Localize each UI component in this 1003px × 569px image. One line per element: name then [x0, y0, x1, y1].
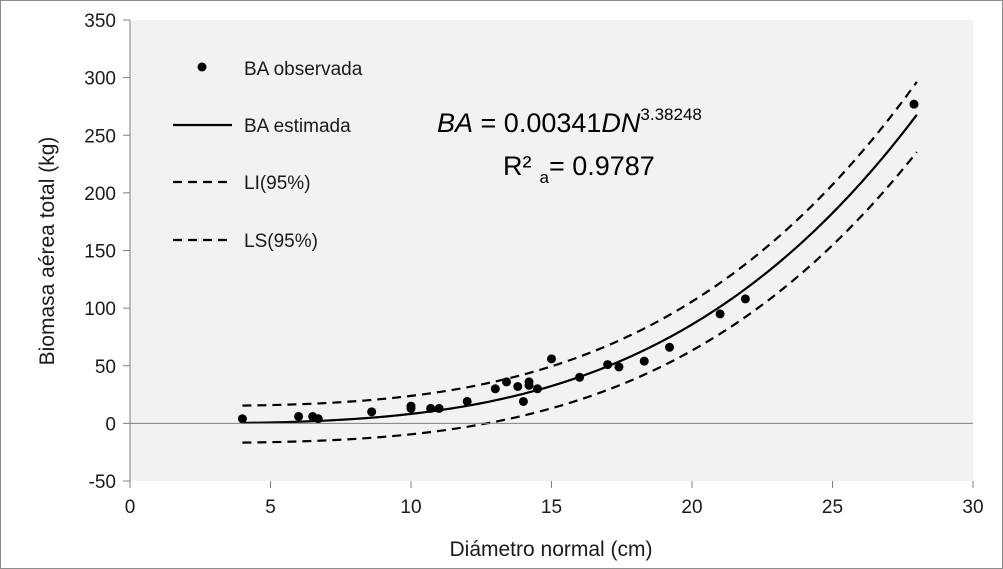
y-tick-label: 50 [95, 357, 116, 378]
r2-text: R² a= 0.9787 [503, 151, 655, 187]
data-point [237, 414, 247, 424]
plot-area [130, 20, 973, 481]
legend-label-ls: LS(95%) [244, 231, 318, 252]
r2-subscript: a [540, 168, 550, 187]
x-tick-label: 20 [681, 497, 702, 518]
data-point [639, 356, 649, 366]
data-point [614, 362, 624, 372]
data-point [462, 396, 472, 406]
y-axis-title: Biomasa aérea total (kg) [36, 137, 59, 366]
data-point [524, 380, 534, 390]
data-point [406, 403, 416, 413]
data-point [490, 384, 500, 394]
data-point [715, 309, 725, 319]
x-axis-title: Diámetro normal (cm) [449, 538, 652, 561]
data-point [434, 403, 444, 413]
axes [123, 19, 974, 488]
series-line-2 [242, 151, 918, 444]
equation-variable: DN [601, 108, 640, 138]
data-point [518, 396, 528, 406]
y-tick-label: -50 [89, 472, 116, 493]
x-tick-label: 15 [541, 497, 562, 518]
tick-labels: -50 0 50 100 150 200 250 300 350 0 5 10 15 20 25 30 [84, 11, 983, 518]
data-points [237, 99, 919, 424]
data-point [313, 414, 323, 424]
legend-label-observed: BA observada [244, 59, 363, 80]
y-tick-label: 350 [84, 11, 116, 32]
x-tick-label: 25 [822, 497, 843, 518]
legend-label-estimated: BA estimada [244, 116, 351, 137]
data-point [294, 411, 304, 421]
legend-label-li: LI(95%) [244, 173, 311, 194]
equation-annotation: BA = 0.00341DN3.38248 R² a= 0.9787 [437, 105, 702, 187]
x-tick-label: 0 [125, 497, 136, 518]
y-tick-label: 250 [84, 126, 116, 147]
data-point [513, 381, 523, 391]
y-tick-label: 0 [105, 414, 116, 435]
data-point [547, 354, 556, 364]
data-point [532, 384, 542, 394]
legend-marker-observed [197, 62, 207, 72]
r2-label: R² [503, 151, 532, 181]
data-point [665, 342, 675, 352]
x-tick-label: 5 [265, 497, 276, 518]
x-tick-label: 30 [962, 497, 983, 518]
data-point [740, 294, 750, 304]
equation-text: BA = 0.00341DN3.38248 [437, 105, 702, 138]
x-tick-label: 10 [400, 497, 421, 518]
y-tick-label: 150 [84, 242, 116, 263]
data-point [909, 99, 919, 109]
series-line-3 [242, 81, 918, 407]
legend: BA observada BA estimada LI(95%) LS(95%) [173, 59, 363, 252]
equation-exponent: 3.38248 [640, 105, 701, 124]
equation-coefficient: = 0.00341 [473, 108, 601, 138]
y-tick-label: 200 [84, 184, 116, 205]
data-point [603, 360, 613, 370]
data-point [367, 407, 377, 417]
data-point [502, 377, 512, 387]
y-tick-label: 100 [84, 299, 116, 320]
data-point [575, 372, 585, 382]
r2-value: = 0.9787 [549, 151, 655, 181]
equation-lhs: BA [437, 108, 473, 138]
y-tick-label: 300 [84, 69, 116, 90]
data-point [426, 403, 436, 413]
